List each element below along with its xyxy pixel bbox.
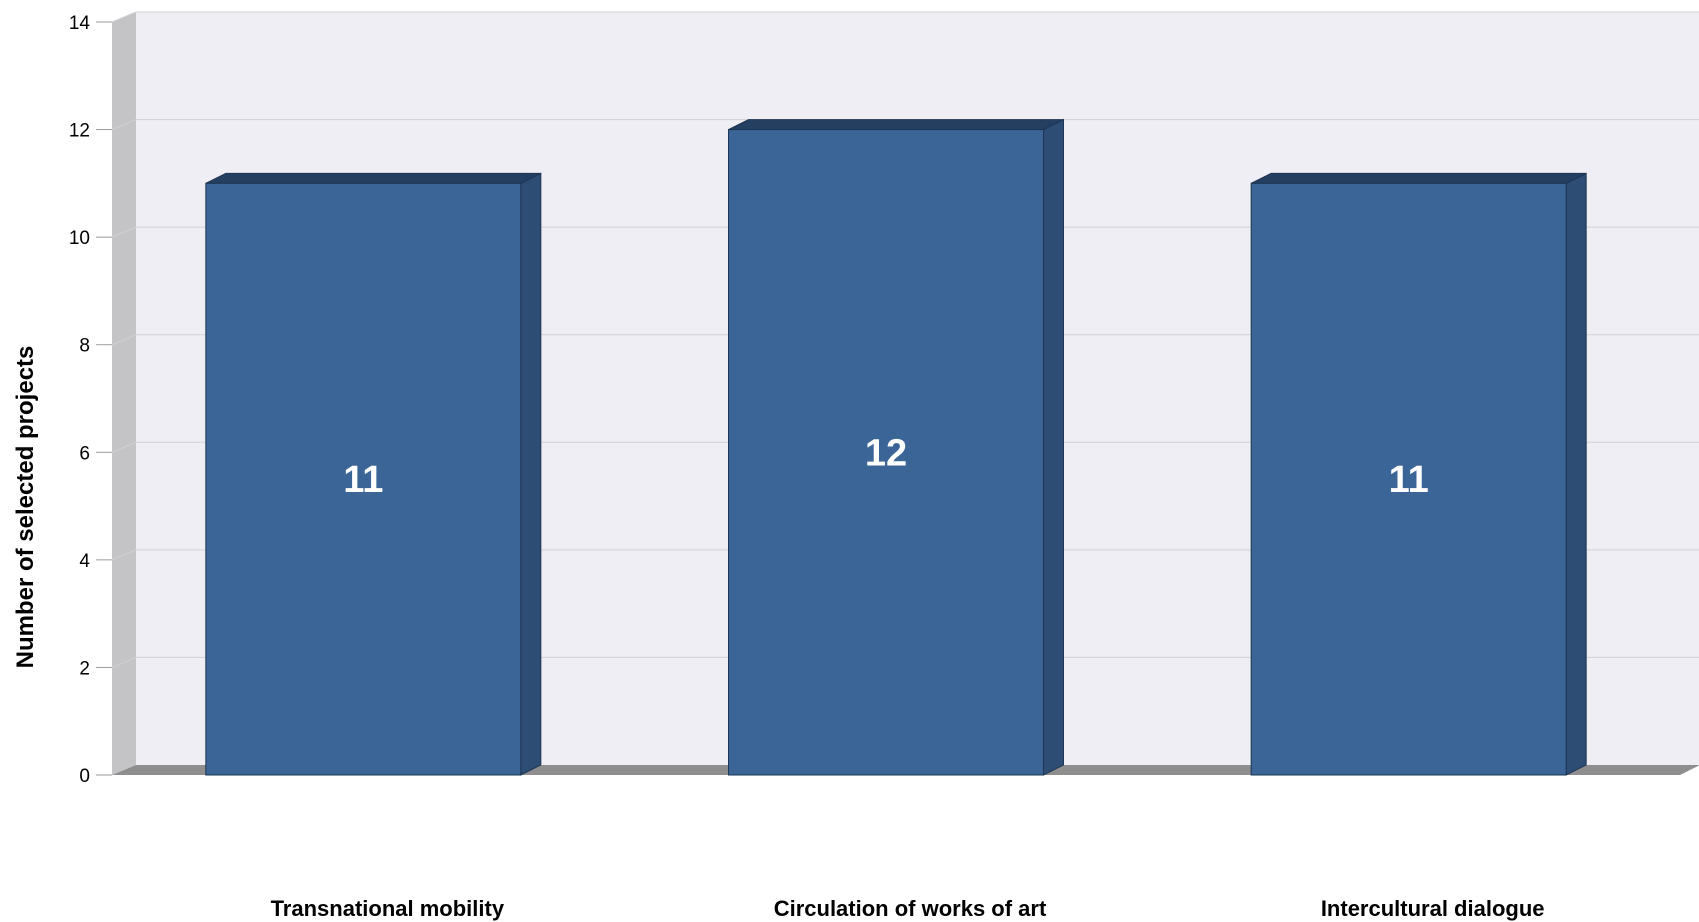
bar-front (1250, 182, 1567, 776)
data-label: 11 (1389, 459, 1429, 501)
gridline-depth (111, 441, 137, 453)
bar-1 (205, 172, 542, 776)
bar-side (1565, 172, 1587, 776)
gridline-depth (111, 11, 137, 23)
data-label: 12 (865, 432, 907, 474)
gridline-depth (111, 334, 137, 346)
y-tick-label: 8 (79, 336, 90, 357)
data-label: 11 (343, 459, 383, 501)
y-tick-label: 4 (79, 551, 90, 572)
bar-side (1043, 118, 1064, 776)
gridline-depth (111, 549, 137, 561)
bar-side (520, 172, 542, 776)
x-category-label: Circulation of works of art (774, 896, 1047, 921)
x-category-label: Transnational mobility (271, 896, 505, 921)
bar-top (1250, 172, 1587, 184)
y-tick-label: 2 (79, 658, 90, 679)
bars (205, 118, 1587, 776)
category-labels: Transnational mobility Circulation of wor… (271, 896, 1545, 921)
gridline-depth (111, 656, 137, 668)
y-axis-title: Number of selected projects (12, 346, 39, 669)
bar-top (205, 172, 542, 184)
y-tick-label: 6 (79, 443, 90, 464)
bar-top (728, 119, 1064, 131)
bar-3 (1250, 172, 1587, 776)
y-axis-ticks: 0 2 4 6 8 10 12 14 (69, 13, 112, 787)
bar-2 (728, 118, 1064, 776)
y-tick-label: 10 (69, 228, 90, 249)
y-tick-label: 0 (79, 766, 90, 787)
bar-front (205, 182, 522, 776)
bar-front (728, 129, 1044, 776)
y-tick-label: 12 (69, 121, 90, 142)
x-category-label: Intercultural dialogue (1321, 896, 1545, 921)
y-tick-label: 14 (69, 13, 91, 34)
plot-left-wall (112, 12, 136, 775)
gridline-depth (111, 226, 137, 238)
value-labels: 11 12 11 (343, 432, 1429, 501)
gridline-depth (111, 119, 137, 131)
